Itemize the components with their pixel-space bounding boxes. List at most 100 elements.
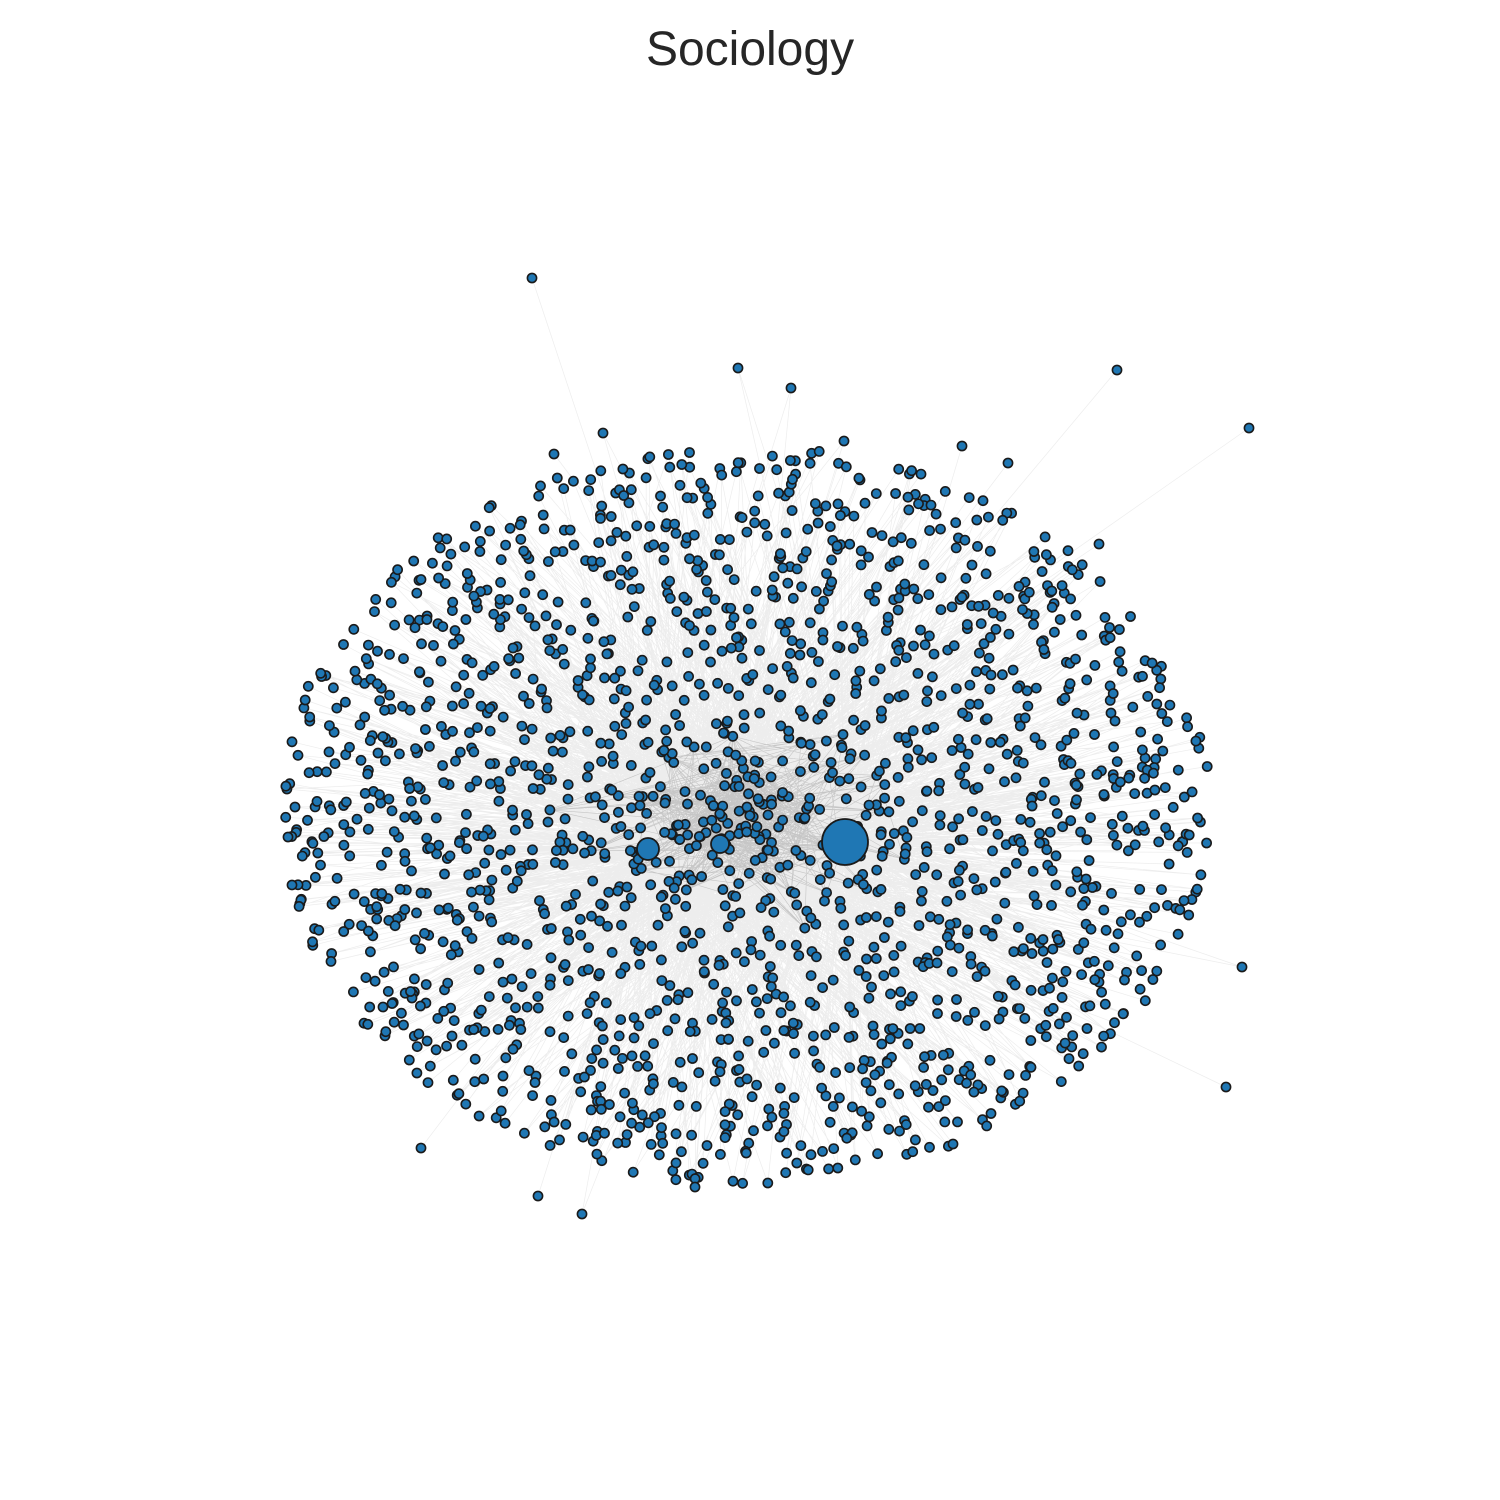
graph-node (415, 887, 427, 899)
graph-node (840, 950, 851, 961)
graph-node (939, 485, 951, 497)
graph-node (1026, 800, 1038, 812)
graph-node (1167, 801, 1179, 813)
graph-node (559, 813, 571, 825)
graph-node (867, 1020, 879, 1032)
graph-node (371, 678, 383, 690)
graph-node (894, 906, 906, 917)
graph-node (1081, 1023, 1093, 1034)
graph-node (912, 593, 924, 605)
graph-node (1056, 580, 1068, 591)
graph-node (1083, 855, 1095, 866)
graph-node (883, 693, 895, 704)
graph-node (641, 808, 652, 819)
graph-node (884, 1033, 896, 1045)
graph-node (1190, 735, 1202, 747)
graph-node (983, 652, 995, 664)
graph-node (783, 616, 795, 628)
graph-node (774, 1082, 786, 1094)
graph-node (626, 1050, 638, 1062)
graph-node (586, 1053, 598, 1064)
graph-node (325, 956, 337, 967)
graph-node (529, 620, 541, 632)
graph-node (595, 513, 606, 524)
graph-node (690, 1101, 702, 1112)
graph-node (698, 639, 710, 651)
graph-node (442, 902, 454, 914)
graph-node (884, 838, 895, 850)
graph-node (299, 694, 311, 706)
graph-node (1147, 974, 1159, 985)
graph-node (587, 875, 599, 887)
graph-node (921, 696, 933, 707)
graph-node (907, 725, 919, 737)
graph-node (966, 559, 978, 571)
graph-node (844, 1062, 856, 1073)
graph-node (405, 986, 416, 997)
graph-node (331, 872, 343, 884)
graph-node (915, 624, 926, 636)
graph-node (625, 892, 637, 904)
graph-node (526, 723, 538, 735)
graph-node (968, 1086, 980, 1098)
graph-node (1115, 916, 1127, 928)
graph-node (1114, 646, 1126, 658)
graph-node (853, 472, 865, 484)
graph-node (378, 966, 390, 978)
graph-node (741, 526, 753, 538)
graph-node (732, 362, 744, 374)
graph-node (599, 1127, 610, 1139)
graph-node (840, 461, 852, 473)
graph-node (669, 518, 680, 530)
graph-node (389, 619, 400, 631)
graph-node (1050, 879, 1062, 891)
graph-node (916, 805, 928, 817)
graph-node (930, 508, 942, 520)
graph-node (302, 814, 313, 826)
graph-node (800, 546, 812, 557)
graph-node (422, 676, 434, 688)
graph-node (878, 970, 890, 981)
graph-node (343, 918, 355, 930)
graph-node (762, 1177, 774, 1189)
graph-node (562, 793, 574, 805)
graph-node (1049, 795, 1060, 806)
graph-node (642, 1117, 654, 1129)
graph-node (830, 1067, 841, 1078)
graph-node (1055, 1076, 1067, 1087)
graph-node (788, 1092, 800, 1103)
graph-node (904, 1023, 916, 1034)
graph-node (1174, 904, 1186, 916)
graph-node (466, 657, 478, 669)
graph-node (542, 762, 554, 774)
graph-node (1161, 716, 1173, 727)
graph-node (950, 1011, 962, 1022)
graph-node (540, 610, 552, 622)
graph-node (292, 749, 304, 761)
graph-node (1094, 576, 1106, 587)
graph-node (775, 939, 787, 951)
graph-node (566, 1048, 578, 1060)
graph-node (799, 812, 811, 824)
graph-node (632, 1061, 643, 1072)
graph-node (957, 707, 968, 719)
graph-node (344, 826, 356, 838)
graph-node (947, 1138, 959, 1150)
graph-node (879, 779, 891, 790)
graph-node (603, 886, 615, 898)
graph-node (469, 1076, 481, 1088)
graph-node (408, 810, 420, 822)
graph-node (1036, 566, 1048, 577)
graph-node (377, 1001, 389, 1013)
graph-node (868, 1029, 880, 1040)
graph-node (701, 606, 712, 617)
graph-node (676, 1146, 687, 1158)
graph-node (325, 804, 337, 816)
graph-node (860, 1077, 872, 1088)
graph-node (413, 666, 425, 678)
graph-node (503, 1019, 515, 1031)
graph-node (664, 855, 675, 867)
graph-node (762, 684, 774, 695)
graph-node (282, 831, 294, 843)
graph-node (733, 781, 745, 792)
